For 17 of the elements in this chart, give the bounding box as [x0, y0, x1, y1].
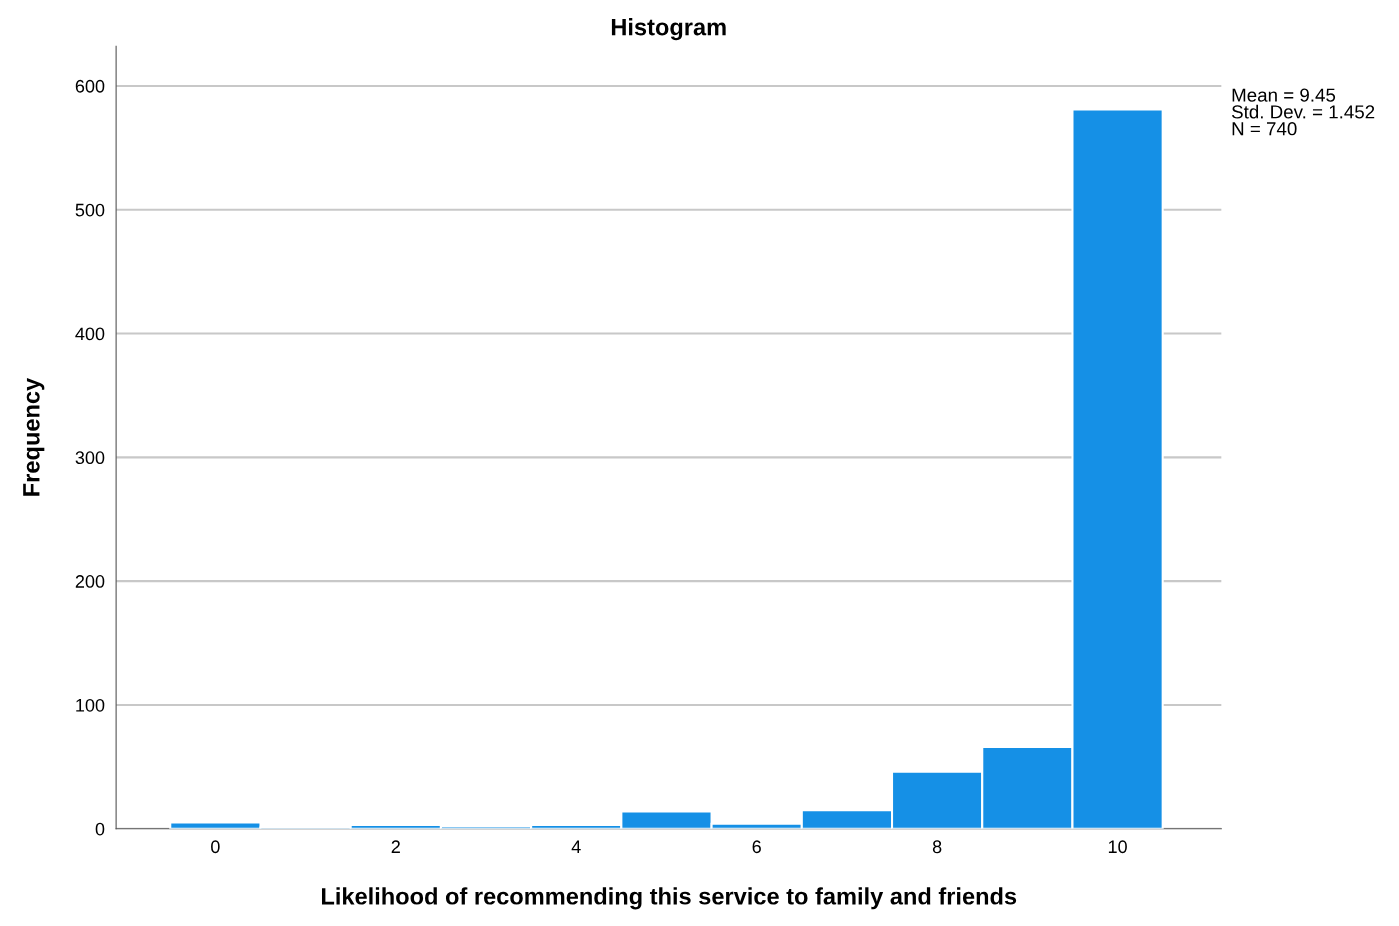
y-tick-label: 600 — [75, 79, 105, 93]
x-tick-label: 8 — [932, 840, 942, 854]
y-tick-label: 300 — [75, 451, 105, 465]
x-tick-label: 4 — [571, 840, 581, 853]
y-tick-label: 500 — [75, 203, 105, 217]
y-tick-label: 100 — [76, 698, 105, 712]
x-tick-label: 0 — [211, 840, 220, 854]
x-tick-label: 6 — [752, 840, 761, 854]
y-tick-label: 400 — [75, 327, 105, 341]
y-tick-label: 200 — [75, 575, 105, 588]
chart-title: Histogram — [611, 18, 726, 41]
x-tick-label: 2 — [391, 840, 400, 853]
y-axis-title: Frequency — [23, 377, 45, 496]
text: Mean = 9.45 Std. Dev. = 1.452 N = 740 — [1231, 88, 1375, 136]
y-tick-label: 0 — [95, 822, 105, 836]
x-axis-title: Likelihood of recommending this service to family and friends — [321, 887, 1017, 910]
x-tick-label: 10 — [1108, 840, 1127, 854]
